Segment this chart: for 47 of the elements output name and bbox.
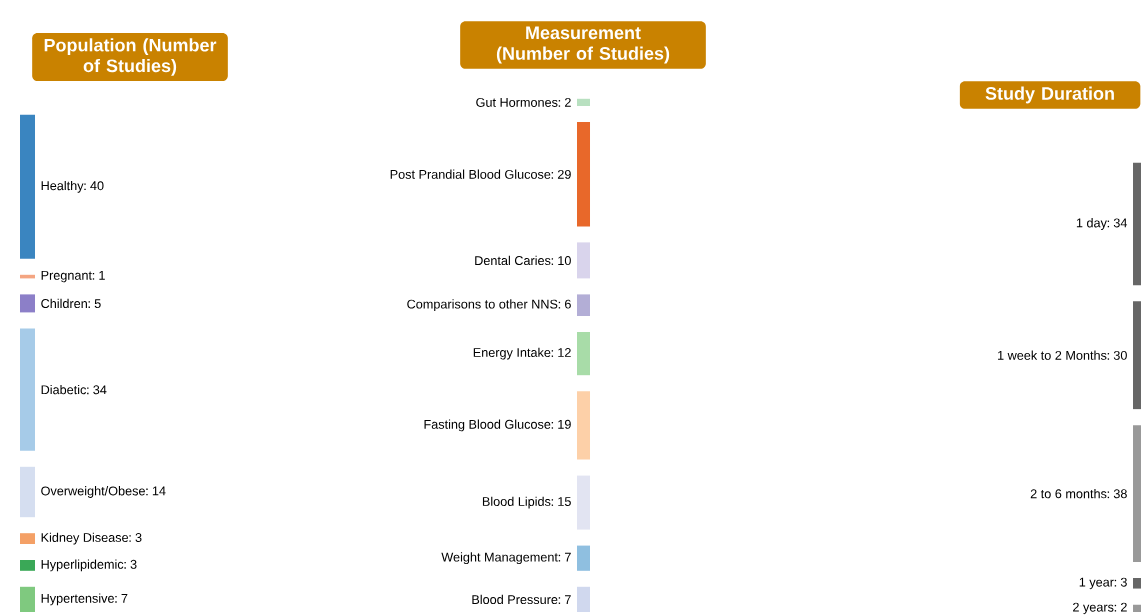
data-label: 10: [558, 256, 571, 266]
data-label: 7: [121, 593, 128, 603]
category-label: Diabetic: [41, 384, 87, 395]
category-label: Overweight/Obese: [41, 486, 145, 498]
category-label: 1 year: [1079, 577, 1114, 590]
data-label: 6: [565, 299, 571, 309]
data-label: 29: [557, 169, 571, 179]
category-label: Post Prandial Blood Glucose: [390, 169, 551, 179]
data-label: 34: [1113, 218, 1128, 228]
category-label: Pregnant: [41, 270, 92, 283]
category-label: Hyperlipidemic: [41, 559, 124, 572]
data-label: 3: [1120, 577, 1127, 587]
category-label: Dental Caries: [475, 255, 551, 266]
category-label: Hypertensive: [41, 593, 114, 606]
data-label: 14: [152, 486, 166, 496]
data-label: 34: [93, 385, 107, 395]
text: Population (Number of Studies): [44, 38, 217, 76]
data-label: 2: [1120, 602, 1127, 612]
category-label: 1 week to 2 Months: [998, 350, 1107, 360]
category-label: Weight Management: [441, 552, 558, 565]
category-label: 1 day: [1076, 218, 1107, 230]
category-label: Children: [41, 298, 87, 309]
data-label: 7: [565, 595, 571, 604]
data-label: 5: [94, 299, 101, 309]
category-label: Gut Hormones: [476, 97, 558, 107]
data-label: 2: [564, 97, 571, 107]
category-label: Kidney Disease: [41, 532, 129, 545]
data-label: 7: [565, 552, 571, 562]
category-label: Blood Lipids: [482, 496, 551, 509]
category-label: 2 to 6 months: [1030, 488, 1107, 499]
data-label: 40: [90, 181, 104, 191]
data-label: 30: [1113, 350, 1127, 360]
data-label: 12: [558, 348, 571, 357]
data-label: 15: [558, 497, 571, 506]
category-label: Blood Pressure: [472, 594, 558, 605]
category-label: 2 years: [1073, 602, 1114, 615]
text: Study Duration: [985, 86, 1114, 104]
data-label: 19: [558, 419, 571, 429]
text: Measurement (Number of Studies): [496, 26, 670, 64]
data-label: 1: [99, 270, 105, 280]
category-label: Healthy: [41, 180, 84, 193]
category-label: Energy Intake: [473, 347, 551, 360]
category-label: Comparisons to other NNS: [407, 299, 558, 312]
data-label: 38: [1113, 489, 1127, 499]
data-label: 3: [130, 559, 137, 569]
data-label: 3: [135, 533, 142, 542]
category-label: Fasting Blood Glucose: [424, 419, 551, 432]
